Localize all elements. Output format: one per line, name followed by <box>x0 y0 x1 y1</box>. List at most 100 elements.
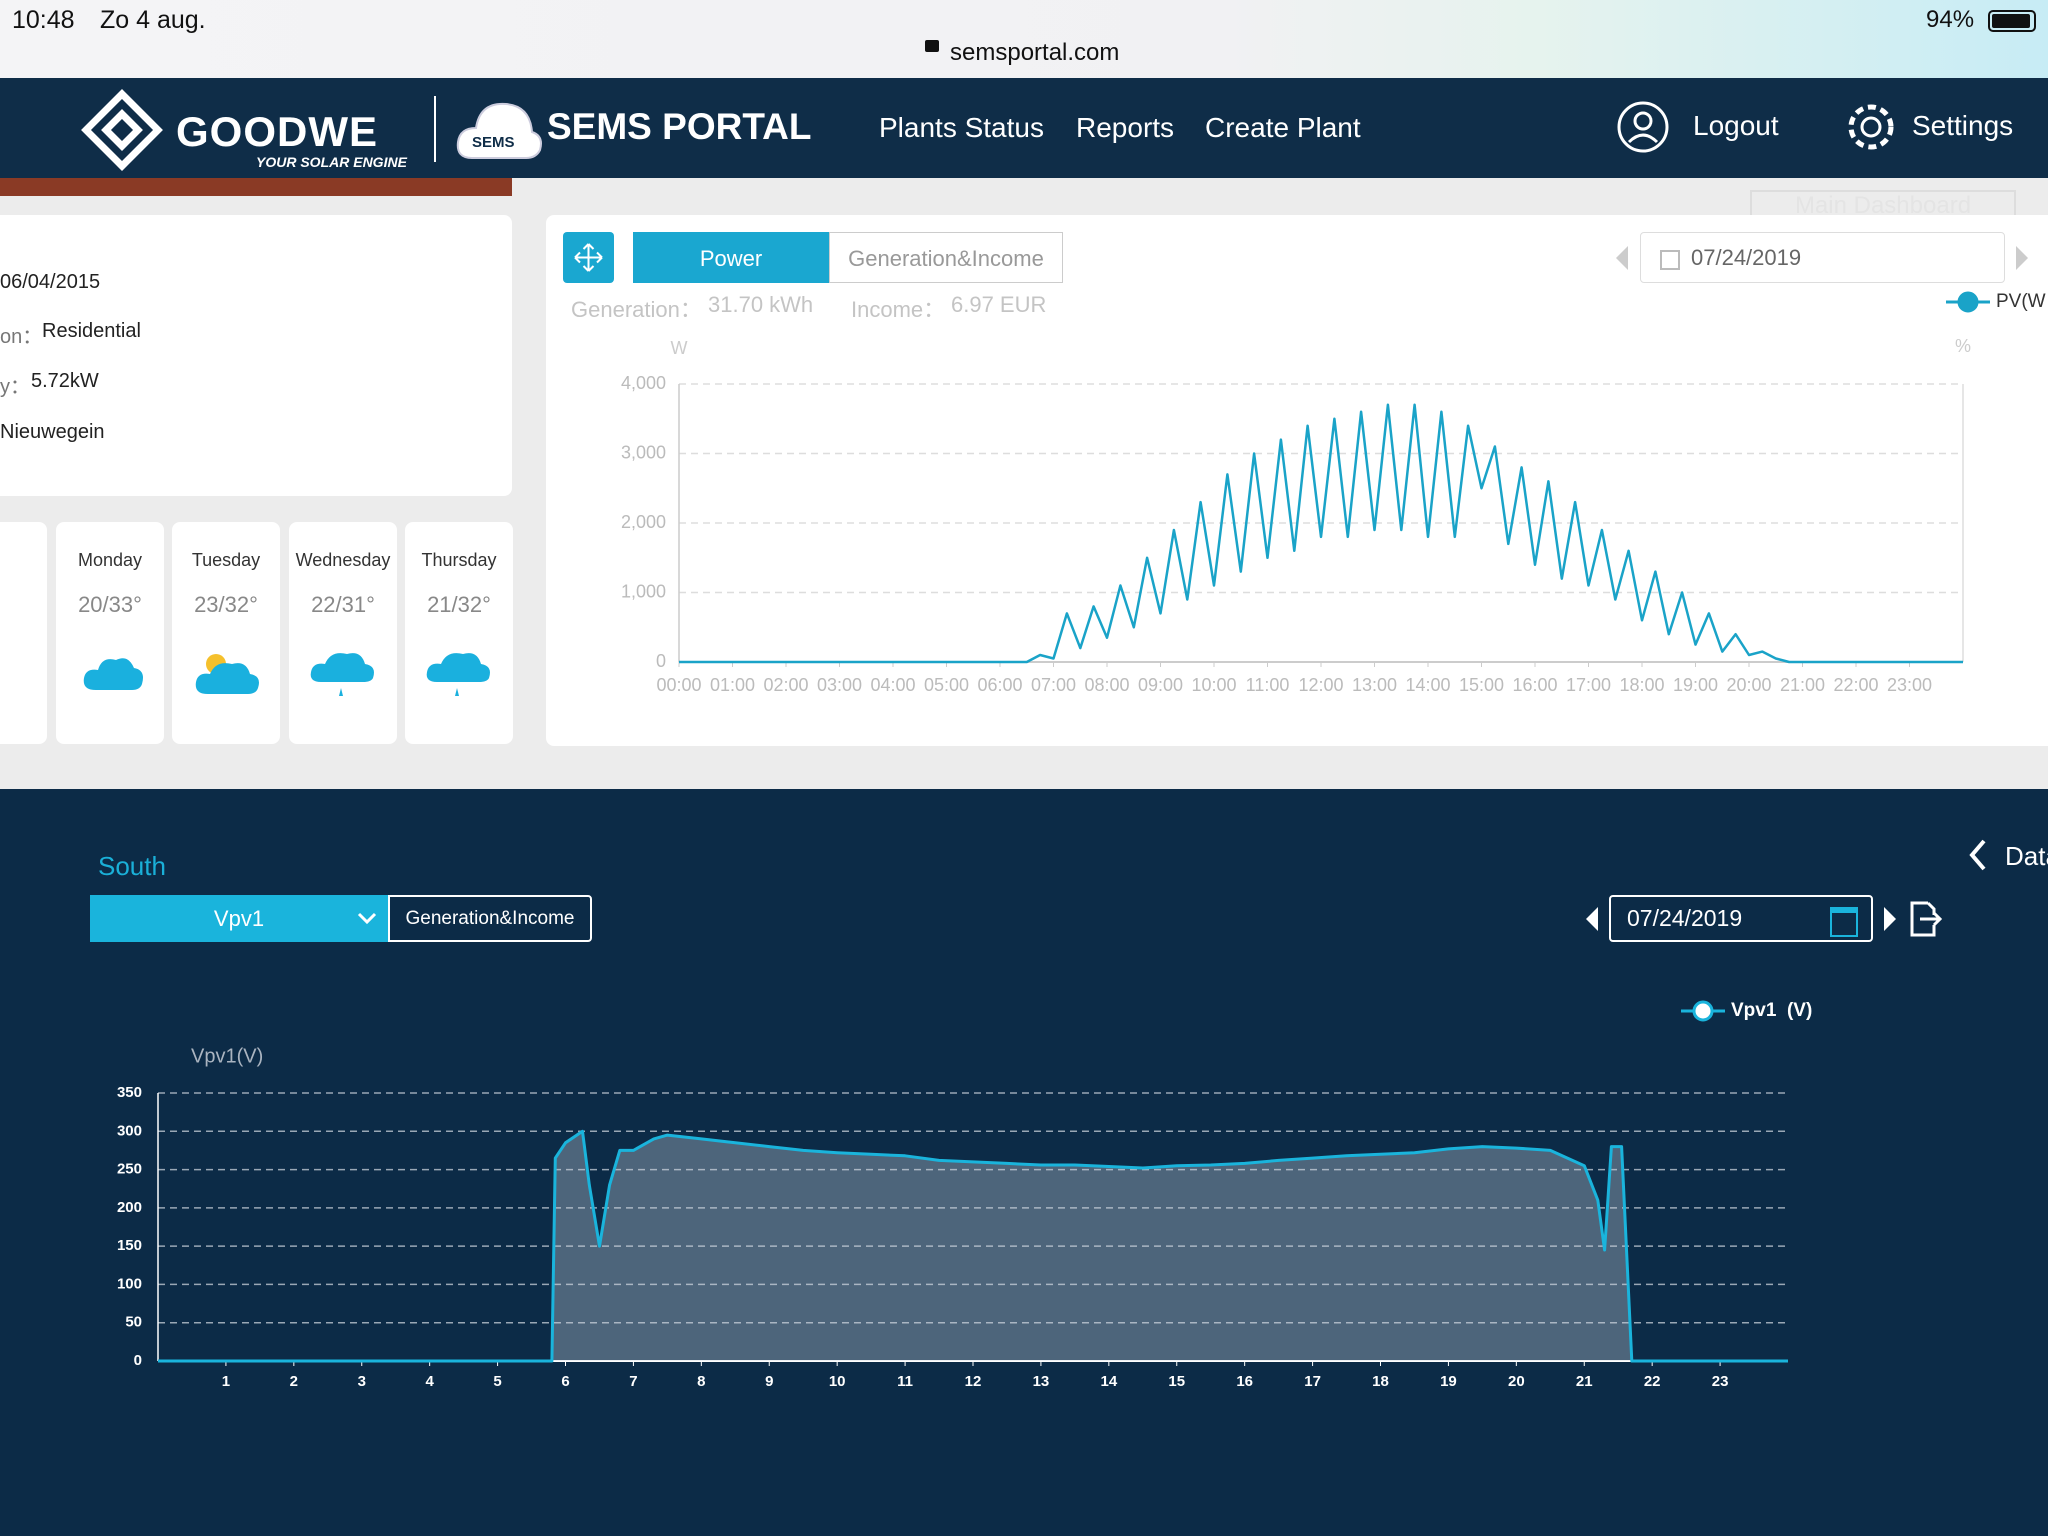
x-tick-label: 14 <box>1100 1373 1117 1390</box>
x-tick-label: 02:00 <box>763 675 808 695</box>
x-tick-label: 14:00 <box>1405 675 1450 695</box>
y-tick-label: 350 <box>117 1084 142 1101</box>
back-arrow[interactable] <box>1966 837 1990 873</box>
cloud-label: SEMS <box>472 134 515 151</box>
plant-type: Residential <box>42 320 141 342</box>
x-tick-label: 19 <box>1440 1373 1457 1390</box>
next-date[interactable] <box>2012 244 2032 272</box>
capacity: 5.72kW <box>31 370 99 392</box>
y-tick-label: 0 <box>134 1352 142 1369</box>
y-tick-label: 150 <box>117 1237 142 1254</box>
date: Zo 4 aug. <box>100 6 206 34</box>
weekday: Tuesday <box>191 550 261 570</box>
battery-icon <box>1988 10 2036 32</box>
lock-icon <box>925 40 939 52</box>
date-picker[interactable]: 07/24/2019 <box>1640 232 2005 283</box>
x-tick-label: 23 <box>1712 1373 1729 1390</box>
x-tick-label: 08:00 <box>1084 675 1129 695</box>
nav-link[interactable]: Reports <box>1076 112 1175 143</box>
x-tick-label: 16:00 <box>1512 675 1557 695</box>
photo-strip <box>0 178 512 196</box>
info-label: y： <box>0 376 30 398</box>
next-date[interactable] <box>1880 905 1900 933</box>
user-icon[interactable] <box>1616 100 1670 154</box>
x-tick-label: 12 <box>965 1373 982 1390</box>
income: 6.97 EUR <box>951 292 1047 317</box>
export-icon[interactable] <box>1906 899 1942 939</box>
clock: 10:48 <box>12 6 75 34</box>
y-tick-label: 1,000 <box>621 581 666 601</box>
temperature: 23/32° <box>194 592 258 617</box>
string-title: South <box>98 851 166 881</box>
move-button[interactable] <box>563 232 614 283</box>
calendar-icon <box>1660 250 1680 270</box>
prev-date[interactable] <box>1582 905 1602 933</box>
weather-card: Monday 20/33° <box>56 522 164 744</box>
x-tick-label: 22:00 <box>1833 675 1878 695</box>
header: GOODWE YOUR SOLAR ENGINE SEMS SEMS PORTA… <box>0 78 2048 178</box>
series-area <box>158 1129 1788 1363</box>
tab-generation[interactable]: Generation&Income <box>388 895 592 942</box>
portal-name: SEMS PORTAL <box>547 106 812 147</box>
weather-icon <box>195 654 259 694</box>
prev-date[interactable] <box>1612 244 1632 272</box>
x-tick-label: 11 <box>897 1373 913 1390</box>
logout[interactable]: Logout <box>1693 110 1779 141</box>
weather-icon <box>310 653 374 696</box>
temperature: 22/31° <box>311 592 375 617</box>
x-tick-label: 07:00 <box>1031 675 1076 695</box>
city: Nieuwegein <box>0 421 105 443</box>
x-tick-label: 20 <box>1508 1373 1525 1390</box>
info-label: on： <box>0 326 43 348</box>
legend-label: PV(W <box>1996 291 2046 312</box>
tagline: YOUR SOLAR ENGINE <box>256 154 407 170</box>
x-tick-label: 17 <box>1304 1373 1321 1390</box>
date-picker[interactable]: 07/24/2019 <box>1609 895 1873 942</box>
x-tick-label: 1 <box>222 1373 230 1390</box>
x-tick-label: 8 <box>697 1373 705 1390</box>
power-panel <box>546 215 2048 746</box>
x-tick-label: 10 <box>829 1373 846 1390</box>
summary-label: Generation： <box>571 297 702 322</box>
tab-generation[interactable]: Generation&Income <box>829 232 1063 283</box>
x-tick-label: 13 <box>1033 1373 1050 1390</box>
settings[interactable]: Settings <box>1912 110 2014 141</box>
y-tick-label: 200 <box>117 1199 142 1216</box>
y-tick-label: 50 <box>125 1314 142 1331</box>
weather-icon <box>426 653 490 696</box>
x-tick-label: 13:00 <box>1352 675 1397 695</box>
weekday: Monday <box>77 550 143 570</box>
temperature: 21/32° <box>427 592 491 617</box>
y-tick-label: 100 <box>117 1275 142 1292</box>
settings-icon[interactable] <box>1844 100 1898 154</box>
select-vpv[interactable]: Vpv1 <box>90 895 388 942</box>
url[interactable]: semsportal.com <box>950 39 1120 66</box>
x-tick-label: 21:00 <box>1780 675 1825 695</box>
goodwe-logo <box>81 89 163 171</box>
x-tick-label: 9 <box>765 1373 773 1390</box>
x-tick-label: 12:00 <box>1298 675 1343 695</box>
legend-dot <box>1957 291 1979 313</box>
status-bar: 10:48 Zo 4 aug. 94% semsportal.com <box>0 0 2048 78</box>
x-tick-label: 21 <box>1576 1373 1593 1390</box>
x-tick-label: 2 <box>290 1373 298 1390</box>
y-tick-label: 300 <box>117 1122 142 1139</box>
nav-link[interactable]: Plants Status <box>879 112 1044 143</box>
string-panel: South Vpv1 Generation&Income 07/24/2019 … <box>0 789 2048 1536</box>
battery-level: 94% <box>1926 6 1975 33</box>
tab-power[interactable]: Power <box>633 232 829 283</box>
legend-dot <box>1692 1000 1714 1022</box>
brand: GOODWE <box>176 108 378 155</box>
generation: 31.70 kWh <box>708 292 814 317</box>
y-tick-label: 2,000 <box>621 512 666 532</box>
x-tick-label: 04:00 <box>870 675 915 695</box>
x-tick-label: 16 <box>1236 1373 1253 1390</box>
weather-card: Wednesday 22/31° <box>289 522 397 744</box>
x-tick-label: 09:00 <box>1138 675 1183 695</box>
y-tick-label: 3,000 <box>621 442 666 462</box>
nav-link[interactable]: Create Plant <box>1205 112 1361 143</box>
x-tick-label: 19:00 <box>1673 675 1718 695</box>
cloud-logo <box>456 102 542 159</box>
weekday: Wednesday <box>295 550 391 570</box>
